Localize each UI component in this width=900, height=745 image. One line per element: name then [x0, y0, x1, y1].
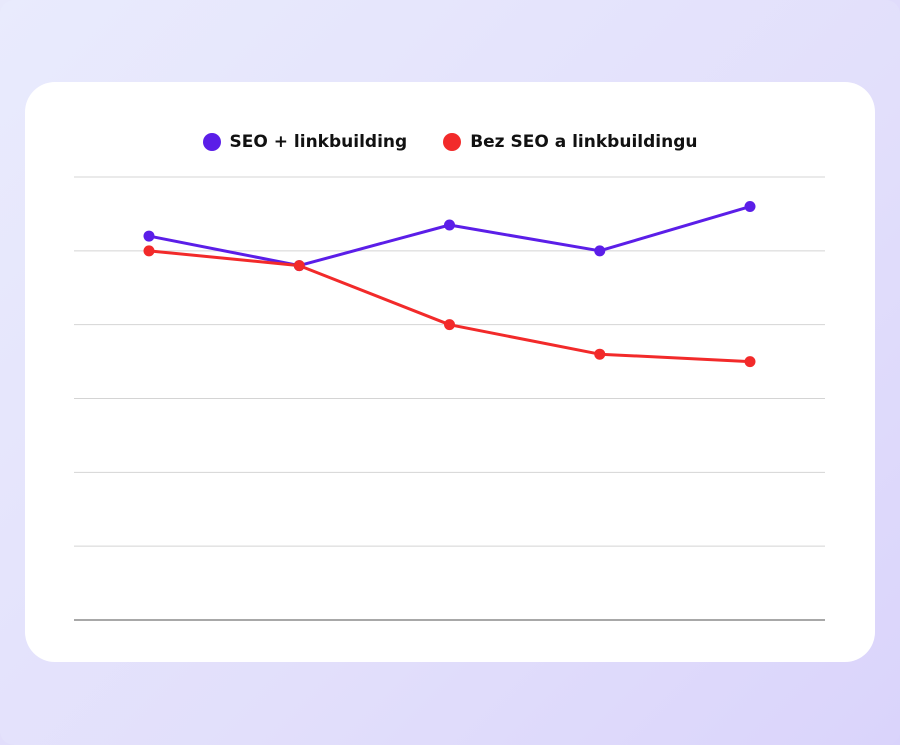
chart-legend: SEO + linkbuilding Bez SEO a linkbuildin…	[0, 128, 900, 156]
data-point-series-2-4[interactable]	[594, 348, 606, 360]
data-point-series-1-5[interactable]	[744, 201, 756, 213]
data-point-series-2-1[interactable]	[143, 245, 155, 257]
legend-item-bez-seo[interactable]: Bez SEO a linkbuildingu	[443, 132, 697, 152]
legend-item-seo-linkbuilding[interactable]: SEO + linkbuilding	[202, 132, 408, 152]
data-point-series-1-3[interactable]	[444, 219, 455, 231]
gridlines	[74, 176, 825, 621]
data-point-series-2-2[interactable]	[293, 260, 305, 272]
data-point-series-2-3[interactable]	[444, 319, 455, 331]
chart-card	[25, 82, 875, 662]
legend-marker-series-2	[443, 133, 462, 151]
series-lines	[143, 201, 756, 368]
legend-label-series-2: Bez SEO a linkbuildingu	[470, 132, 698, 152]
series-line-2	[148, 249, 751, 364]
legend-label-series-1: SEO + linkbuilding	[229, 132, 408, 152]
series-line-1	[148, 205, 751, 268]
legend-marker-series-1	[202, 133, 221, 151]
data-point-series-1-1[interactable]	[143, 230, 155, 242]
data-point-series-2-5[interactable]	[744, 356, 756, 368]
data-point-series-1-4[interactable]	[594, 245, 606, 257]
